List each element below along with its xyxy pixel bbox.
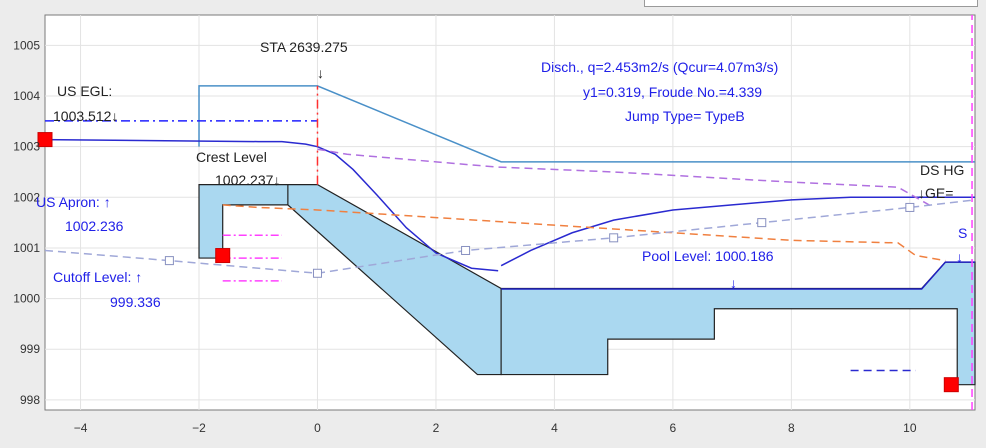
open-square-marker (609, 233, 619, 243)
y-tick-label: 999 (20, 342, 40, 356)
crest-title: Crest Level (196, 149, 267, 165)
series-line-1 (44, 138, 499, 272)
red-square-marker (943, 377, 959, 393)
series-line-2 (500, 196, 975, 267)
y-tick-label: 998 (20, 393, 40, 407)
toolbar-strip (644, 0, 978, 7)
series-line-6 (222, 204, 946, 262)
markers (37, 132, 959, 393)
series-lines (44, 15, 976, 410)
disch-line1: Disch., q=2.453m2/s (Qcur=4.07m3/s) (541, 59, 778, 75)
us-apron-title: US Apron: ↑ (36, 194, 111, 210)
series-line-5 (317, 148, 934, 209)
pool-level-label: Pool Level: 1000.186 (642, 248, 774, 264)
open-square-marker (312, 268, 322, 278)
cutoff-value: 999.336 (110, 294, 161, 310)
x-tick-label: 4 (551, 421, 558, 435)
x-tick-label: −4 (74, 421, 88, 435)
crest-value: 1002.237↓ (215, 172, 280, 188)
sta-arrow: ↓ (317, 65, 324, 81)
us-egl-title: US EGL: (57, 83, 112, 99)
us-egl-value: 1003.512↓ (53, 108, 118, 124)
x-tick-label: 8 (788, 421, 795, 435)
y-tick-label: 1004 (13, 89, 40, 103)
s-arrow: ↓ (956, 249, 963, 265)
open-square-marker (905, 202, 915, 212)
open-square-marker (461, 245, 471, 255)
series-line-7 (44, 199, 976, 275)
us-apron-value: 1002.236 (65, 218, 124, 234)
series-line-3 (501, 261, 975, 290)
x-tick-label: 6 (670, 421, 677, 435)
y-tick-label: 1002 (13, 190, 40, 204)
y-tick-label: 1001 (13, 241, 40, 255)
disch-line2: y1=0.319, Froude No.=4.339 (583, 84, 762, 100)
disch-line3: Jump Type= TypeB (625, 108, 745, 124)
open-square-marker (164, 256, 174, 266)
y-tick-label: 1005 (13, 38, 40, 52)
open-square-marker (757, 218, 767, 228)
x-tick-label: 10 (903, 421, 917, 435)
ds-hgl-value: ↓GE= (918, 185, 953, 201)
sta-label: STA 2639.275 (260, 39, 348, 55)
cutoff-title: Cutoff Level: ↑ (53, 269, 142, 285)
red-square-marker (215, 248, 231, 264)
s-label: S (958, 225, 967, 241)
x-tick-label: 0 (314, 421, 321, 435)
x-tick-label: −2 (192, 421, 206, 435)
pool-level-arrow: ↓ (730, 275, 737, 291)
ds-hgl-title: DS HG (920, 162, 964, 178)
red-square-marker (37, 132, 53, 148)
tick-labels: −4 −2 0 2 4 6 8 10 998 999 1000 1001 1002 1003 1004 100… (13, 38, 917, 435)
y-tick-label: 1000 (13, 292, 40, 306)
x-tick-label: 2 (433, 421, 440, 435)
y-tick-label: 1003 (13, 140, 40, 154)
upstream-weir-body (198, 184, 502, 376)
